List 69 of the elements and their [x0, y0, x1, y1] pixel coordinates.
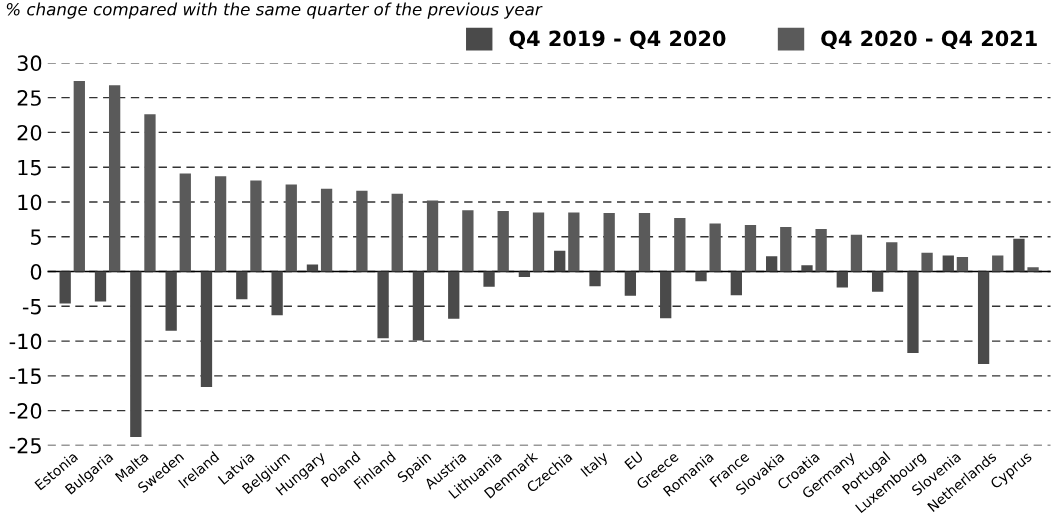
bar: [108, 85, 121, 272]
bar: [130, 271, 142, 438]
bar: [674, 217, 686, 272]
bar: [766, 256, 778, 272]
bar: [992, 255, 1004, 272]
bar: [921, 252, 933, 272]
bar: [320, 188, 333, 272]
bar: [603, 213, 615, 272]
y-tick-label: 0: [30, 263, 42, 280]
bar: [815, 229, 827, 272]
bar: [391, 193, 403, 272]
y-tick-label: -20: [9, 403, 42, 419]
bar: [377, 271, 389, 339]
y-tick-label: 30: [17, 55, 42, 72]
bar: [956, 256, 969, 272]
legend-label: Q4 2019 - Q4 2020: [509, 30, 726, 50]
bar: [59, 271, 71, 304]
bar: [730, 271, 742, 296]
bar: [483, 271, 495, 287]
bar: [532, 212, 545, 272]
bar: [426, 200, 439, 272]
y-tick-label: 20: [17, 124, 42, 141]
bar: [73, 80, 85, 272]
bar: [780, 227, 792, 272]
y-tick-label: -15: [9, 368, 41, 385]
bar: [709, 223, 721, 272]
bar: [660, 271, 672, 319]
bar: [589, 271, 601, 287]
bar: [448, 271, 460, 319]
y-tick-label: -10: [9, 333, 42, 350]
bar: [200, 271, 213, 387]
bar: [179, 173, 191, 272]
bar: [165, 271, 177, 331]
y-tick-label: 5: [31, 229, 41, 245]
chart-subtitle: % change compared with the same quarter of the previous year: [6, 2, 543, 19]
bar: [836, 271, 848, 288]
bar: [1027, 267, 1039, 272]
bar: [568, 212, 580, 272]
bar: [412, 271, 425, 341]
y-tick-label: -25: [9, 437, 41, 454]
y-tick-label: 25: [17, 90, 41, 106]
bar: [977, 271, 990, 365]
bar: [271, 271, 283, 316]
bar: [497, 211, 509, 272]
y-tick-label: -5: [22, 299, 41, 315]
y-tick-label: 10: [18, 194, 42, 211]
bar: [94, 271, 107, 302]
bar: [886, 242, 898, 272]
bar: [236, 271, 248, 300]
bar: [250, 180, 262, 272]
bar: [850, 234, 863, 272]
bar: [871, 271, 884, 292]
bar: [1013, 238, 1025, 272]
bar: [285, 184, 297, 272]
bar: [214, 176, 227, 272]
legend-label: Q4 2020 - Q4 2021: [821, 30, 1037, 50]
bar: [638, 213, 651, 272]
bar: [356, 190, 368, 272]
bar: [462, 210, 474, 272]
y-tick-label: 15: [18, 159, 41, 176]
bar: [907, 271, 919, 353]
bar: [306, 264, 319, 272]
bar: [624, 271, 637, 296]
bar: [554, 250, 566, 272]
bar: [744, 224, 757, 272]
bar: [695, 271, 707, 282]
bar: [144, 114, 156, 272]
bar: [801, 265, 813, 272]
bar: [942, 255, 954, 272]
